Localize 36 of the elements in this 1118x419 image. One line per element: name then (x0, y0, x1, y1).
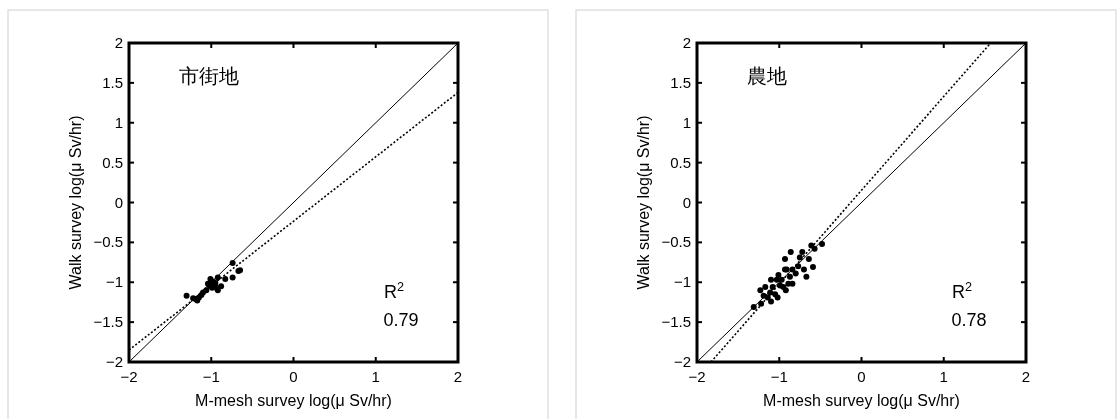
y-tick-label: −2 (673, 353, 691, 370)
y-tick-label: 1 (114, 113, 123, 131)
x-tick-label: 2 (1021, 368, 1031, 385)
y-tick-label: 2 (114, 34, 123, 51)
y-tick-label: −0.5 (93, 233, 123, 251)
x-tick-label: 2 (453, 368, 463, 385)
y-tick-label: 0.5 (102, 153, 123, 171)
y-tick-label: −1.5 (93, 313, 123, 331)
y-tick-label: 0 (114, 193, 123, 211)
annotation: 0.78 (951, 310, 987, 330)
y-axis-title: Walk survey log(μ Sv/hr) (635, 115, 652, 290)
y-tick-label: −1.5 (661, 313, 691, 331)
annotation: 農地 (747, 65, 787, 87)
y-tick-label: −2 (105, 353, 123, 370)
x-tick-label: −1 (770, 368, 788, 385)
y-tick-label: −1 (105, 273, 123, 291)
x-tick-label: 1 (371, 368, 380, 385)
y-axis-title: Walk survey log(μ Sv/hr) (67, 115, 84, 290)
y-tick-label: 1.5 (102, 73, 123, 91)
x-tick-label: 1 (939, 368, 948, 385)
y-tick-label: 1.5 (670, 73, 691, 91)
x-tick-label: −1 (202, 368, 220, 385)
y-tick-label: 2 (682, 34, 691, 51)
x-tick-label: 0 (289, 368, 298, 385)
x-tick-label: 0 (857, 368, 866, 385)
annotation: R$^{2}$ (384, 280, 405, 302)
y-tick-label: 0 (682, 193, 691, 211)
y-tick-label: −1 (673, 273, 691, 291)
y-tick-label: 1 (682, 113, 691, 131)
y-tick-label: 0.5 (670, 153, 691, 171)
annotation: 0.79 (383, 310, 419, 330)
annotation: 市街地 (179, 65, 239, 87)
annotation: R$^{2}$ (952, 280, 973, 302)
x-axis-title: M-mesh survey log(μ Sv/hr) (763, 392, 960, 409)
x-axis-title: M-mesh survey log(μ Sv/hr) (195, 392, 392, 409)
y-tick-label: −0.5 (661, 233, 691, 251)
